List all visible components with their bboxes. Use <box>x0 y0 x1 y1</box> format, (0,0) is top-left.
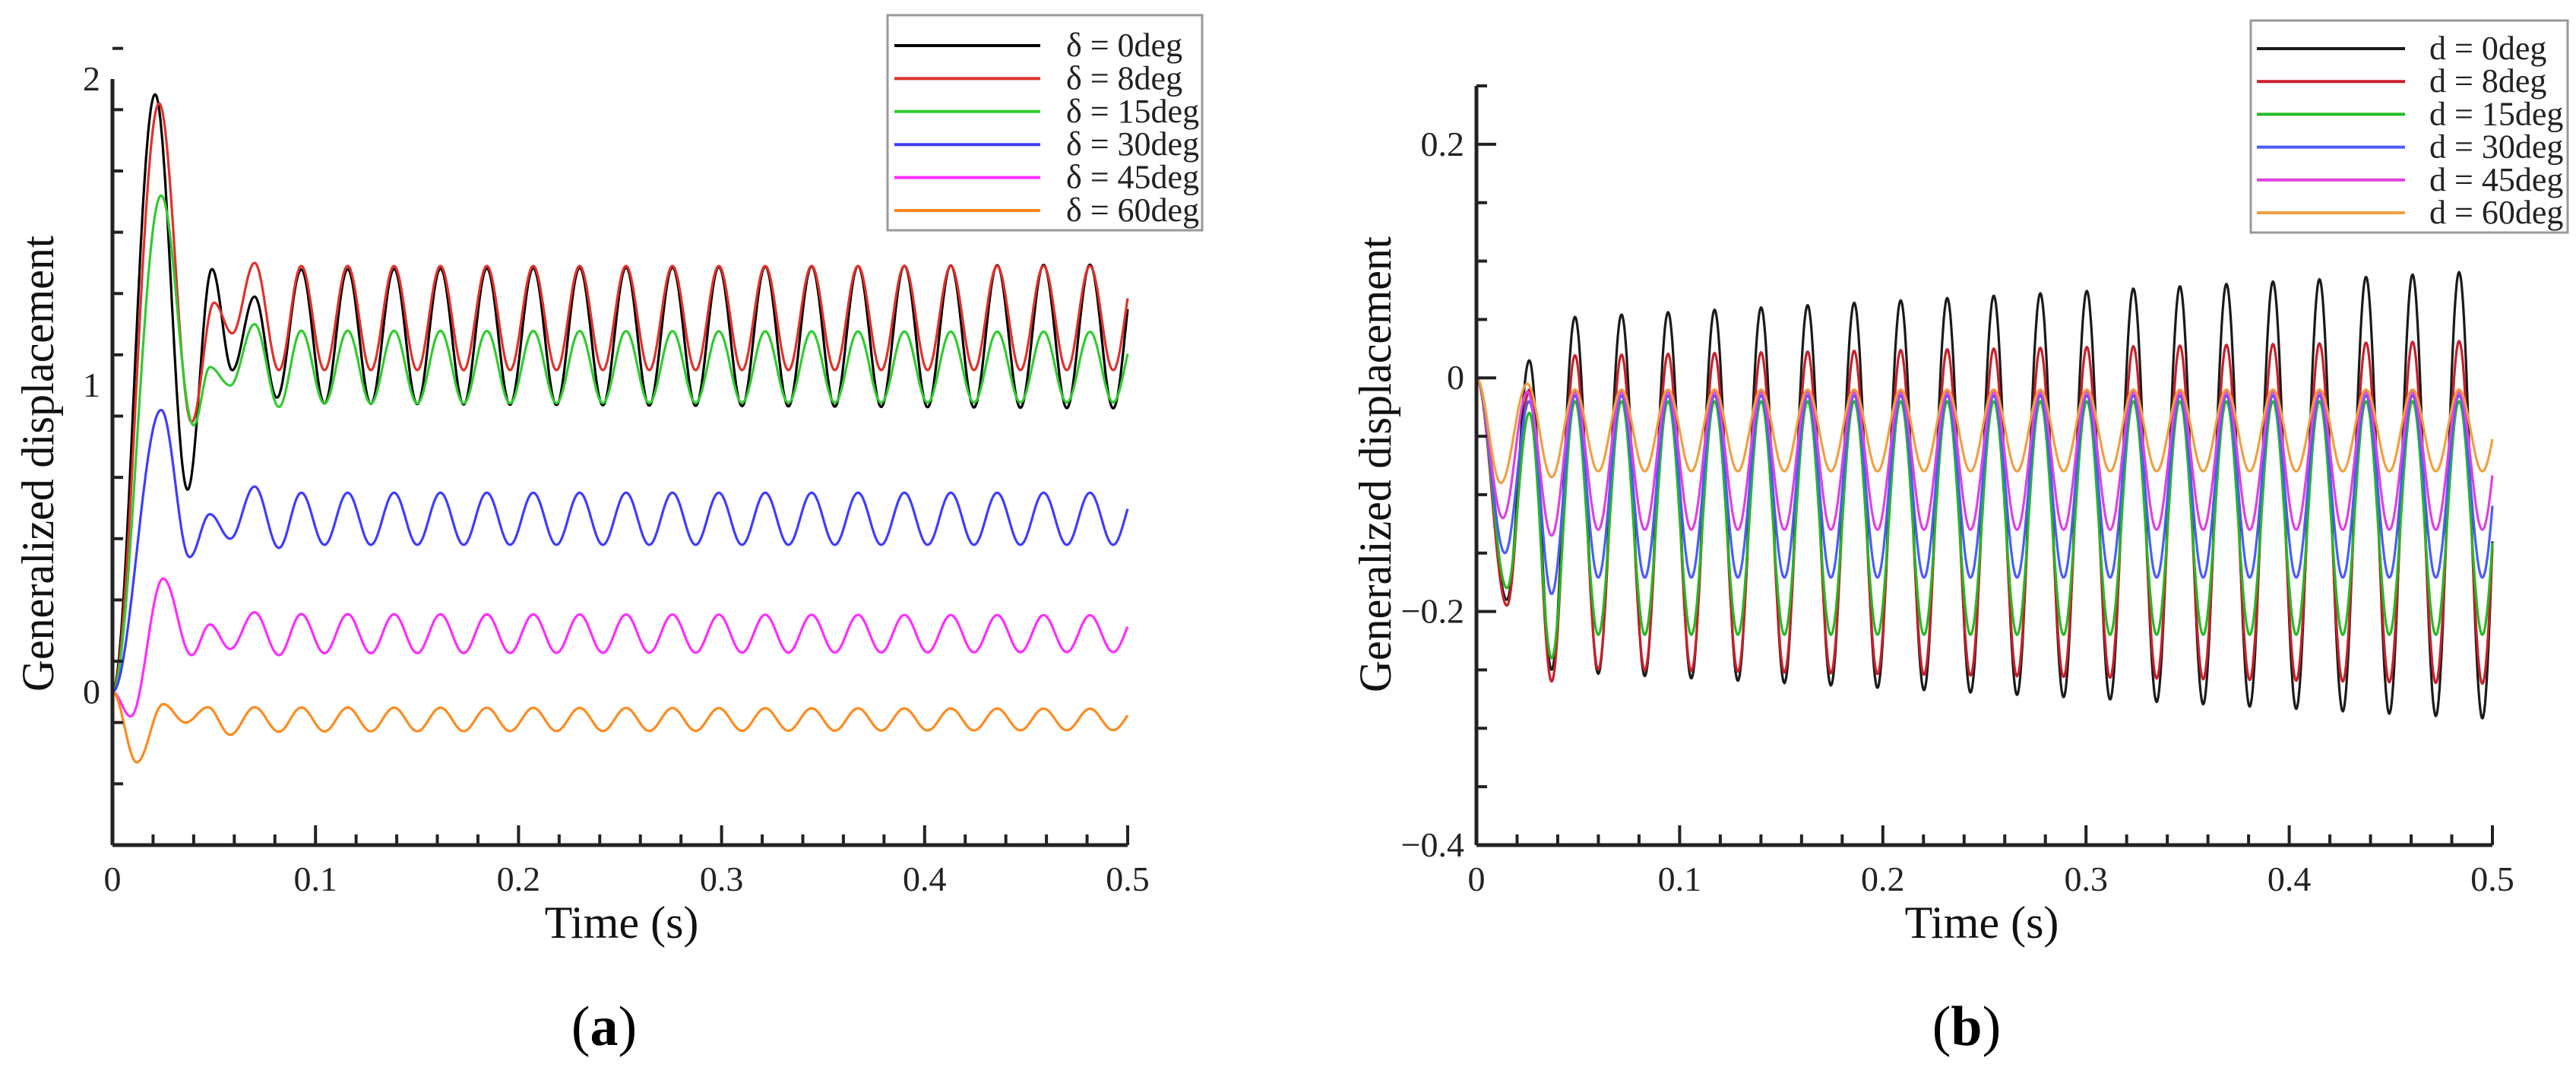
legend-item: d = 8deg <box>2257 62 2546 100</box>
panel-label: (a) <box>571 996 637 1058</box>
x-tick-label: 0.3 <box>2064 860 2108 898</box>
series-line--15deg <box>112 194 1129 693</box>
x-tick-label: 0.5 <box>1106 860 1150 898</box>
legend-label: δ = 15deg <box>1066 93 1199 130</box>
legend-item: δ = 30deg <box>894 125 1199 163</box>
legend-item: δ = 8deg <box>894 59 1182 97</box>
legend-item: δ = 45deg <box>894 159 1199 196</box>
legend-item: d = 60deg <box>2257 194 2563 231</box>
x-tick-label: 0.2 <box>1861 860 1905 898</box>
y-tick-label: −0.2 <box>1401 592 1464 631</box>
legend-box <box>886 14 1204 232</box>
panel-label: (b) <box>1932 996 2001 1058</box>
series-group <box>112 93 1129 764</box>
x-tick-label: 0.3 <box>700 860 744 898</box>
chart-panel-a: Generalized displacement Time (s) (a) 0 0… <box>13 14 1204 1058</box>
series-group <box>1476 271 2494 720</box>
y-tick-label: 0.2 <box>1421 125 1465 163</box>
x-tick-label: 0.2 <box>497 860 541 898</box>
x-tick-label: 0 <box>104 860 122 898</box>
legend-label: δ = 30deg <box>1066 125 1199 163</box>
x-tick-label: 0.5 <box>2470 860 2514 898</box>
legend-item: d = 30deg <box>2257 128 2563 166</box>
legend-label: d = 15deg <box>2429 95 2563 132</box>
legend-item: δ = 0deg <box>894 27 1182 64</box>
legend-item: δ = 60deg <box>894 192 1199 229</box>
y-axis-title: Generalized displacement <box>1350 236 1400 692</box>
legend-item: δ = 15deg <box>894 93 1199 130</box>
series-line-d-15deg <box>1476 376 2494 660</box>
series-line--45deg <box>112 577 1129 718</box>
legend-label: δ = 45deg <box>1066 159 1199 196</box>
x-tick-label: 0.1 <box>293 860 337 898</box>
y-axis-title: Generalized displacement <box>13 236 63 692</box>
legend-label: d = 8deg <box>2429 62 2546 100</box>
series-line-d-30deg <box>1476 376 2494 595</box>
legend-label: δ = 8deg <box>1066 59 1182 97</box>
series-line--60deg <box>112 690 1129 764</box>
y-tick-label: 0 <box>83 672 100 711</box>
series-line--8deg <box>112 102 1129 693</box>
x-axis-title: Time (s) <box>545 898 699 948</box>
y-tick-label: 1 <box>83 366 100 404</box>
x-tick-label: 0.1 <box>1658 860 1702 898</box>
legend-label: d = 30deg <box>2429 128 2563 166</box>
x-tick-label: 0 <box>1468 860 1486 898</box>
chart-panel-b: Generalized displacement Time (s) (b) 0 0… <box>1350 19 2569 1058</box>
legend-box <box>2249 19 2569 234</box>
x-axis-title: Time (s) <box>1905 898 2059 948</box>
legend-label: δ = 60deg <box>1066 192 1199 229</box>
y-tick-label: 2 <box>83 59 100 98</box>
series-line-d-45deg <box>1476 376 2494 537</box>
y-tick-label: 0 <box>1447 358 1464 397</box>
legend-label: δ = 0deg <box>1066 27 1182 64</box>
legend-label: d = 60deg <box>2429 194 2563 231</box>
legend-item: d = 0deg <box>2257 30 2546 67</box>
legend-item: d = 15deg <box>2257 95 2563 132</box>
legend-label: d = 0deg <box>2429 30 2546 67</box>
y-tick-label: −0.4 <box>1401 825 1464 864</box>
series-line--30deg <box>112 408 1129 693</box>
series-line-d-60deg <box>1476 376 2494 485</box>
x-tick-label: 0.4 <box>903 860 947 898</box>
legend-item: d = 45deg <box>2257 161 2563 198</box>
x-tick-label: 0.4 <box>2267 860 2312 898</box>
legend-label: d = 45deg <box>2429 161 2563 198</box>
